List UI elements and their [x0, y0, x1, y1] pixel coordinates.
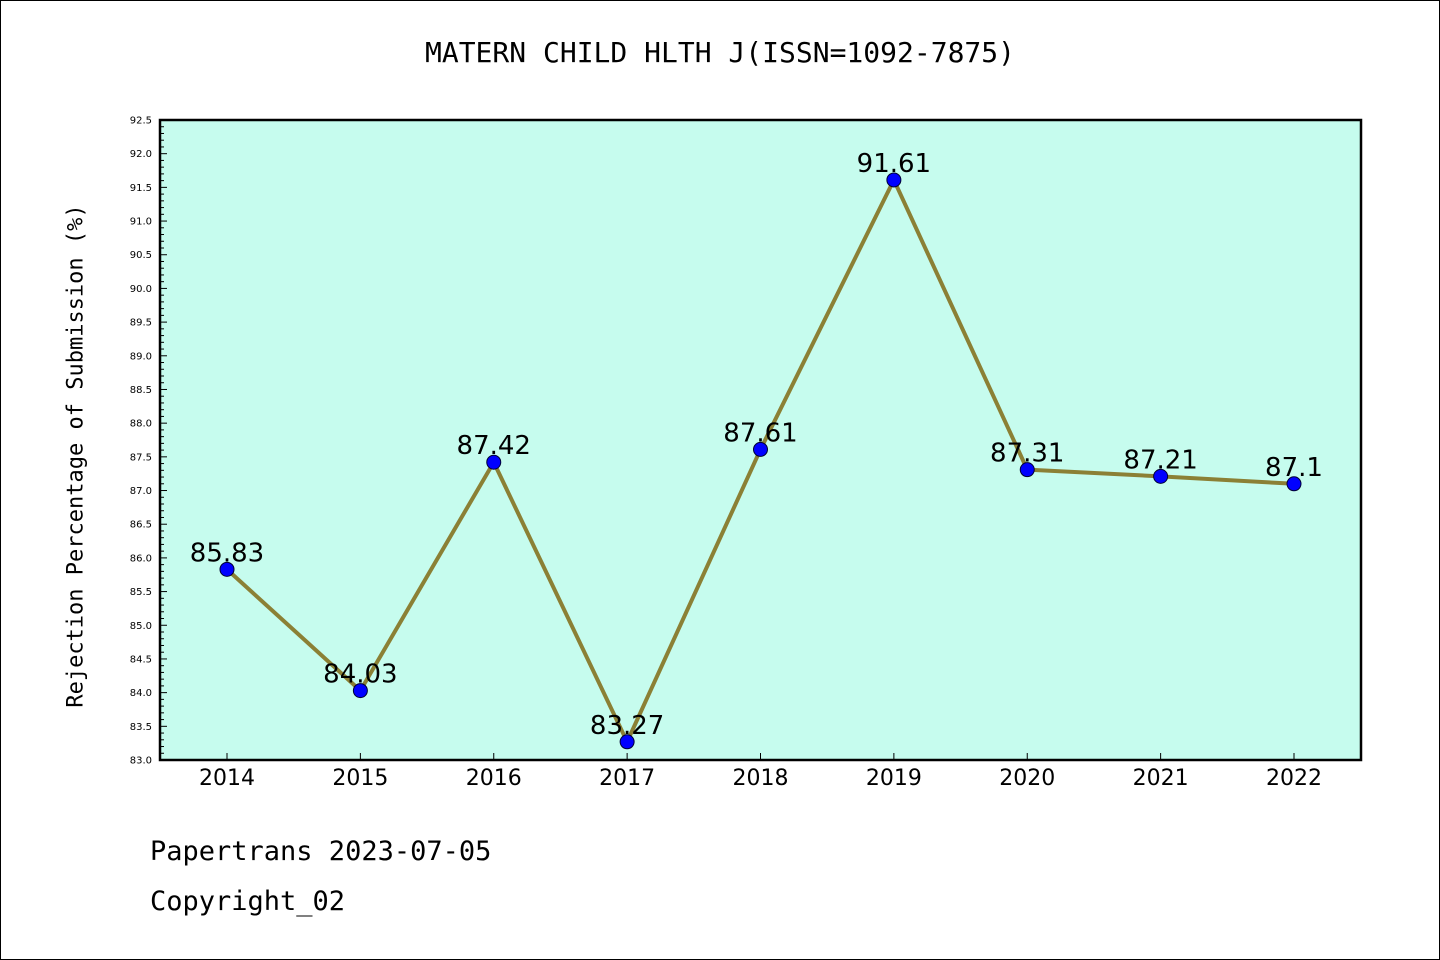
y-axis: 83.0 83.5 84.0 84.5 85.0 85.5 86.0 86.5 87.0 87.5… — [130, 116, 167, 767]
data-point — [219, 561, 235, 577]
footer-copyright: Copyright_02 — [150, 886, 346, 917]
y-tick-label: 90.5 — [130, 250, 152, 261]
y-tick-label: 85.0 — [130, 621, 152, 632]
y-tick-label: 88.5 — [130, 385, 152, 396]
x-tick-label: 2022 — [1266, 766, 1322, 791]
data-label: 87.31 — [990, 439, 1064, 469]
chart-title: MATERN CHILD HLTH J(ISSN=1092-7875) — [424, 36, 1015, 69]
data-label: 87.21 — [1123, 445, 1197, 475]
y-tick-label: 91.5 — [130, 183, 152, 194]
x-tick-label: 2021 — [1133, 766, 1189, 791]
y-tick-label: 87.5 — [130, 452, 152, 463]
data-points — [219, 172, 1302, 750]
data-label: 87.61 — [723, 418, 797, 448]
y-tick-label: 88.0 — [130, 419, 152, 430]
y-tick-label: 85.5 — [130, 587, 152, 598]
y-tick-label: 84.5 — [130, 654, 152, 665]
data-point — [886, 172, 902, 188]
x-tick-label: 2019 — [866, 766, 922, 791]
x-tick-label: 2015 — [332, 766, 388, 791]
x-axis: 2014 2015 2016 2017 2018 2019 2020 2021 2022 — [199, 753, 1322, 791]
data-label: 87.1 — [1265, 453, 1323, 483]
y-tick-label: 87.0 — [130, 486, 152, 497]
data-point — [486, 454, 502, 470]
x-tick-label: 2017 — [599, 766, 655, 791]
y-tick-label: 84.0 — [130, 688, 152, 699]
plot-border — [158, 118, 1363, 762]
y-tick-label: 89.5 — [130, 318, 152, 329]
y-tick-label: 92.5 — [130, 116, 152, 127]
y-tick-label: 83.0 — [130, 756, 152, 767]
x-tick-label: 2018 — [733, 766, 789, 791]
y-tick-label: 89.0 — [130, 351, 152, 362]
data-point — [352, 683, 368, 699]
data-label: 85.83 — [190, 538, 264, 568]
data-point — [753, 441, 768, 457]
x-tick-label: 2016 — [466, 766, 522, 791]
data-point — [1286, 476, 1302, 492]
data-point — [1019, 462, 1035, 478]
data-label: 91.61 — [857, 149, 931, 179]
y-tick-label: 83.5 — [130, 722, 152, 733]
y-tick-label: 91.0 — [130, 217, 152, 228]
data-labels: 85.83 84.03 87.42 83.27 87.61 91.61 87.31 87.21… — [190, 149, 1323, 741]
data-point — [1153, 468, 1169, 484]
y-tick-label: 92.0 — [130, 149, 152, 160]
footer-date: Papertrans 2023-07-05 — [150, 836, 492, 867]
y-tick-label: 90.0 — [130, 284, 152, 295]
data-label: 87.42 — [457, 431, 531, 461]
y-tick-label: 86.5 — [130, 520, 152, 531]
data-label: 83.27 — [590, 711, 664, 741]
data-point — [619, 734, 635, 750]
x-tick-label: 2014 — [199, 766, 255, 791]
data-label: 84.03 — [323, 660, 397, 690]
x-tick-label: 2020 — [999, 766, 1055, 791]
y-tick-label: 86.0 — [130, 553, 152, 564]
plot-area — [160, 120, 1361, 760]
